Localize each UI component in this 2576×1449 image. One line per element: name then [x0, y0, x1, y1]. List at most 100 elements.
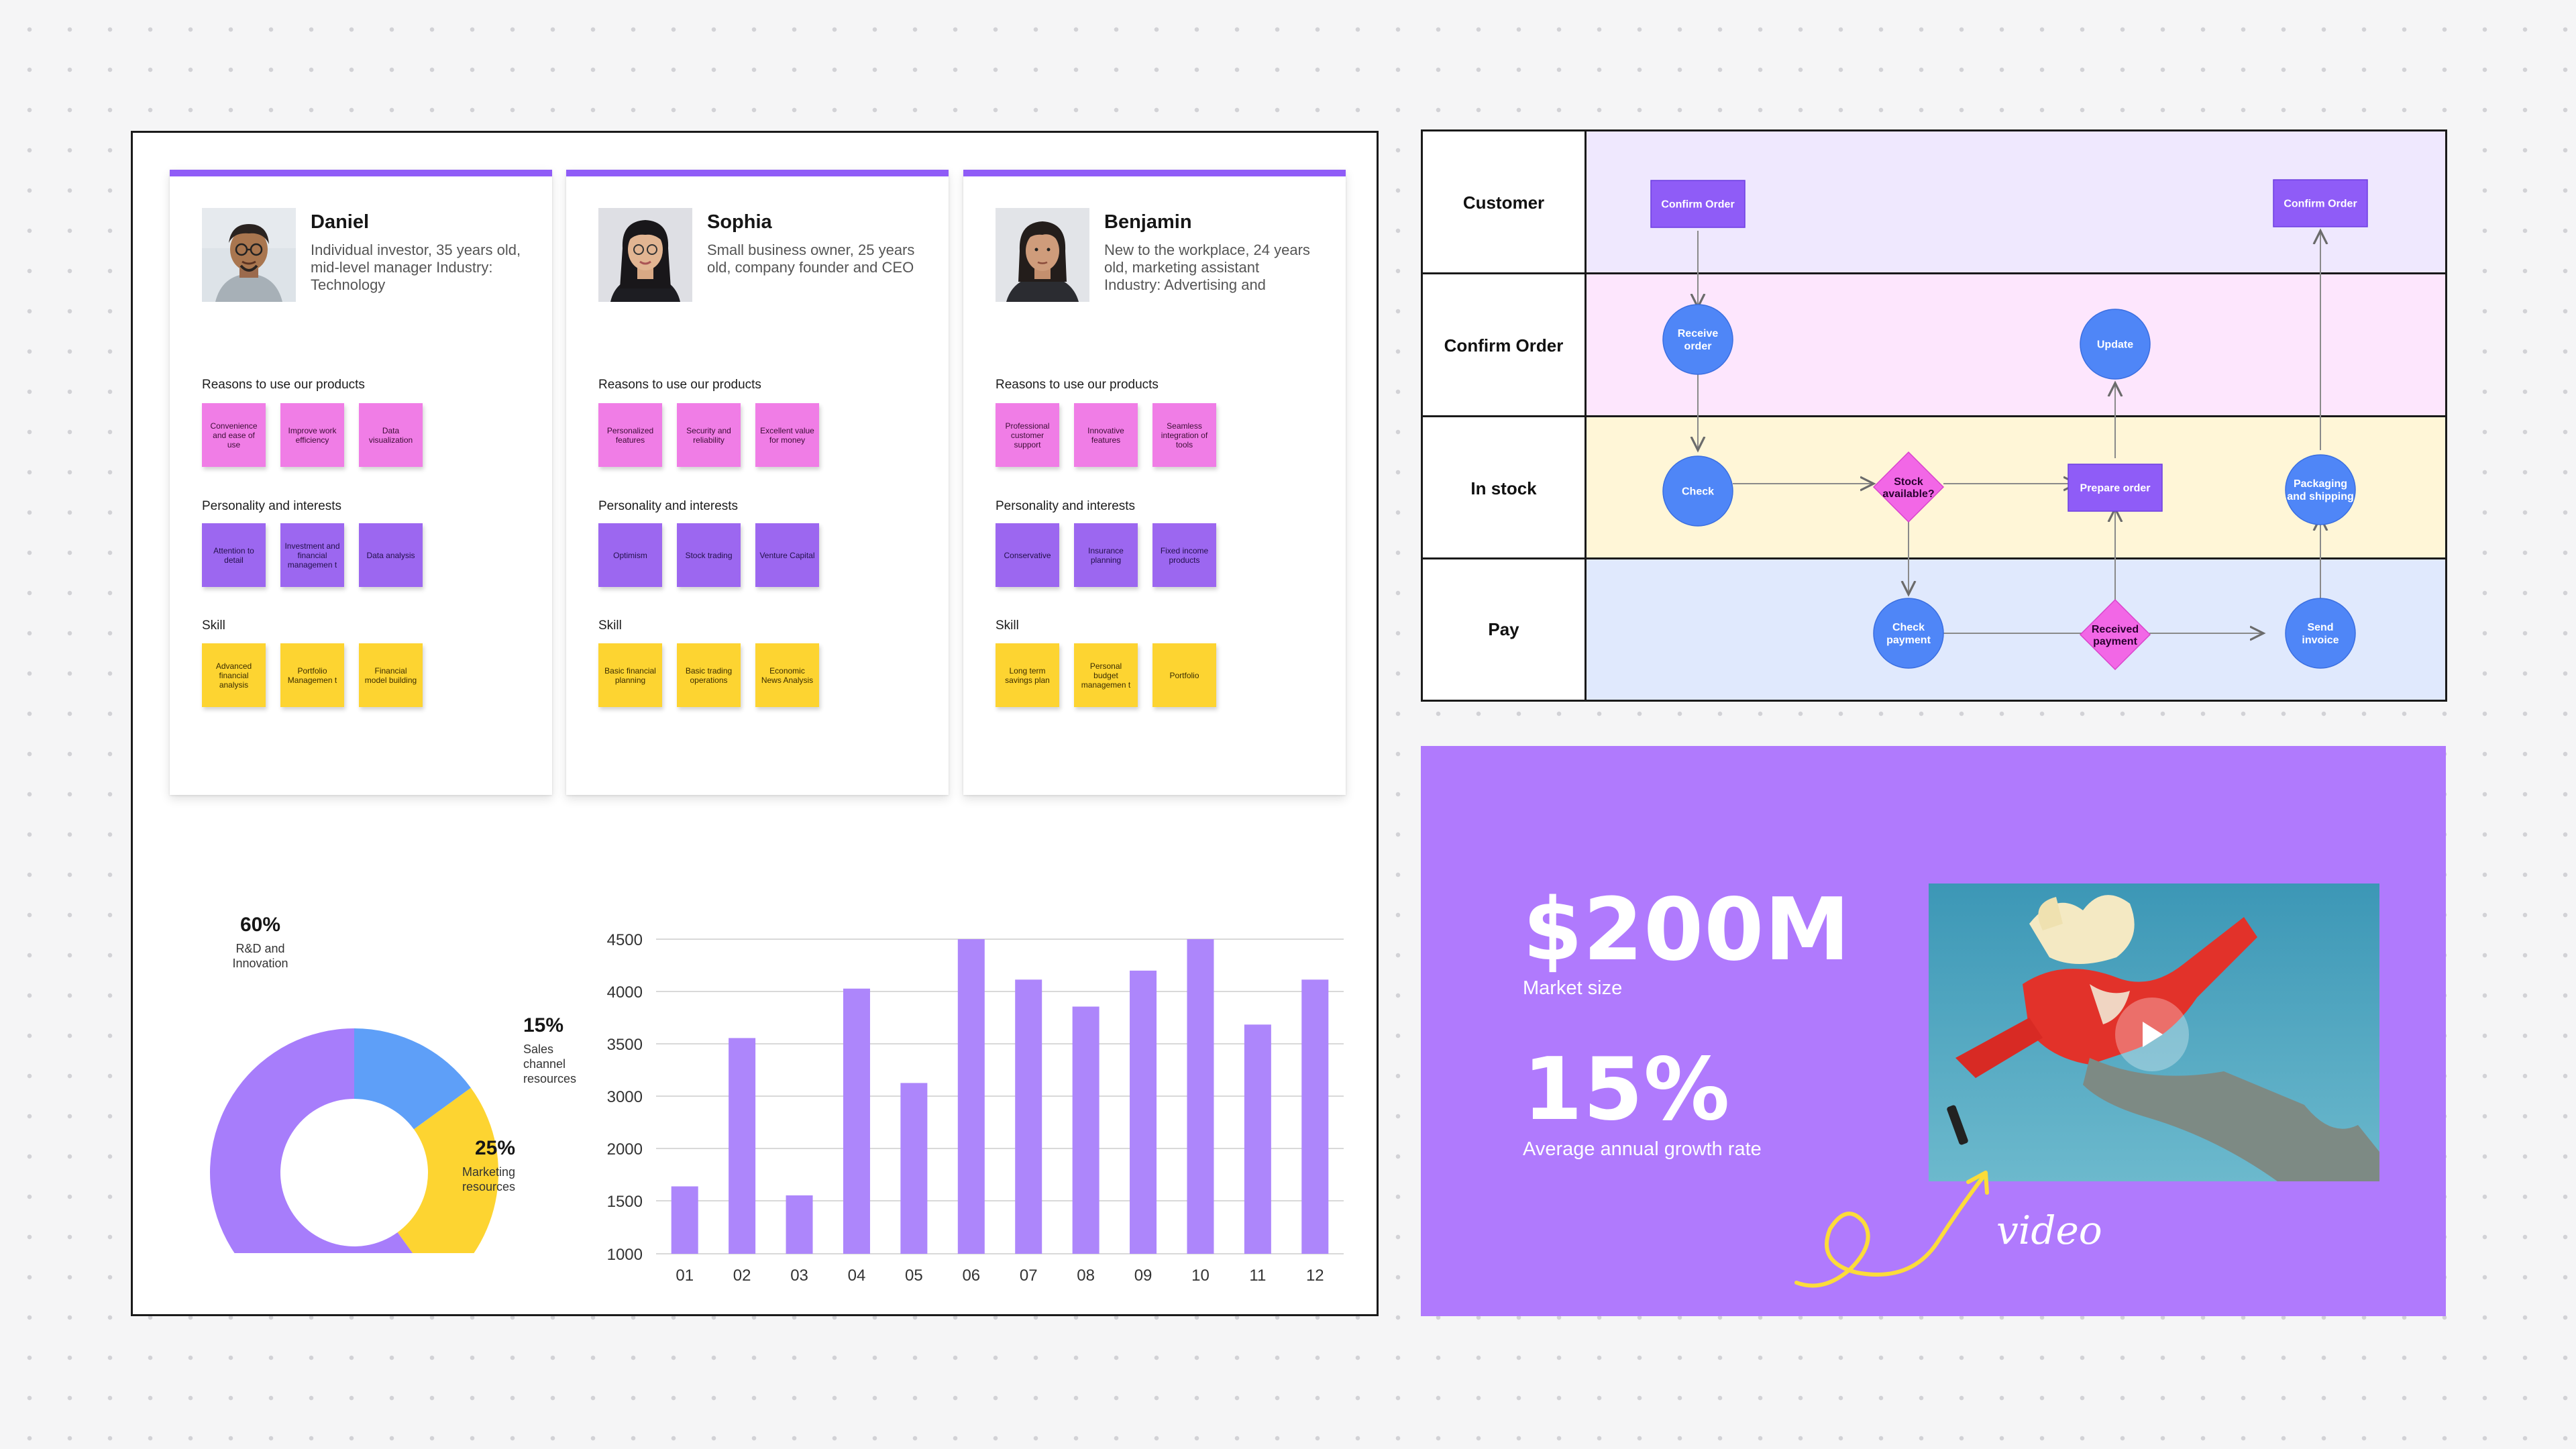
x-tick-label: 01: [676, 1267, 694, 1285]
x-tick-label: 11: [1249, 1267, 1266, 1285]
x-tick-label: 02: [733, 1267, 751, 1285]
send-invoice-node[interactable]: [2285, 598, 2356, 669]
persona-card-benjamin[interactable]: Benjamin New to the workplace, 24 years …: [963, 170, 1346, 795]
sticky-note[interactable]: Advanced financial analysis: [202, 643, 266, 707]
received-payment-node[interactable]: [2079, 598, 2151, 671]
sticky-note[interactable]: Data visualization: [359, 403, 423, 467]
x-tick-label: 06: [962, 1267, 980, 1285]
sticky-note[interactable]: Security and reliability: [677, 403, 741, 467]
skill-heading: Skill: [202, 619, 225, 633]
sticky-note[interactable]: Economic News Analysis: [755, 643, 819, 707]
bar[interactable]: [957, 939, 985, 1254]
check-node[interactable]: [1662, 455, 1733, 527]
donut-slice[interactable]: [397, 1087, 498, 1253]
stock-available-node[interactable]: [1872, 451, 1945, 523]
persona-name: Benjamin: [1104, 211, 1192, 233]
reasons-stickies: Convenience and ease of use Improve work…: [202, 403, 423, 467]
update-node-label: Update: [2097, 339, 2133, 351]
sticky-note[interactable]: Optimism: [598, 523, 662, 587]
reasons-heading: Reasons to use our products: [996, 378, 1159, 392]
monthly-bar-chart: 4500 4000 3500 3000 2000 1500 1000 01 02 03 04 05 06…: [607, 931, 1344, 1285]
donut-category-label: Innovation: [232, 957, 288, 970]
squiggle-arrow-icon: [1794, 1171, 1989, 1288]
sticky-note[interactable]: Portfolio Managemen t: [280, 643, 344, 707]
confirm-order-node[interactable]: [2273, 179, 2368, 227]
lane-label: Confirm Order: [1423, 274, 1587, 417]
y-tick-label: 4000: [607, 983, 643, 1002]
donut-category-label: channel: [523, 1057, 566, 1071]
bar[interactable]: [1244, 1024, 1271, 1254]
donut-slice[interactable]: [354, 1028, 471, 1130]
sticky-note[interactable]: Venture Capital: [755, 523, 819, 587]
sticky-note[interactable]: Innovative features: [1074, 403, 1138, 467]
bar[interactable]: [843, 988, 870, 1254]
sticky-note[interactable]: Portfolio: [1152, 643, 1216, 707]
confirm-order-node-label: Confirm Order: [1661, 199, 1734, 211]
skill-stickies: Long term savings plan Personal budget m…: [996, 643, 1216, 707]
sticky-note[interactable]: Improve work efficiency: [280, 403, 344, 467]
bar[interactable]: [671, 1186, 698, 1254]
sticky-note[interactable]: Excellent value for money: [755, 403, 819, 467]
send-invoice-node-label: Send: [2307, 622, 2333, 633]
packaging-node-label: and shipping: [2287, 491, 2354, 502]
received-payment-node-label: payment: [2093, 636, 2137, 647]
play-icon: [2143, 1022, 2163, 1047]
sticky-note[interactable]: Long term savings plan: [996, 643, 1059, 707]
check-payment-node[interactable]: [1873, 598, 1944, 669]
persona-name: Daniel: [311, 211, 370, 233]
sticky-note[interactable]: Investment and financial managemen t: [280, 523, 344, 587]
bar[interactable]: [786, 1195, 813, 1254]
reasons-heading: Reasons to use our products: [202, 378, 365, 392]
personality-stickies: Attention to detail Investment and finan…: [202, 523, 423, 587]
personality-stickies: Conservative Insurance planning Fixed in…: [996, 523, 1216, 587]
sticky-note[interactable]: Attention to detail: [202, 523, 266, 587]
y-tick-label: 2000: [607, 1140, 643, 1159]
bar[interactable]: [1130, 970, 1157, 1254]
play-button[interactable]: [2115, 998, 2189, 1071]
growth-rate-label: Average annual growth rate: [1523, 1138, 1762, 1160]
market-size-value: $200M: [1523, 880, 1851, 980]
sticky-note[interactable]: Seamless integration of tools: [1152, 403, 1216, 467]
bar[interactable]: [1187, 939, 1214, 1254]
receive-order-node[interactable]: [1662, 304, 1733, 375]
bar[interactable]: [900, 1083, 928, 1254]
sticky-note[interactable]: Personal budget managemen t: [1074, 643, 1138, 707]
donut-slice[interactable]: [210, 1028, 439, 1253]
sticky-note[interactable]: Insurance planning: [1074, 523, 1138, 587]
skill-stickies: Advanced financial analysis Portfolio Ma…: [202, 643, 423, 707]
bar[interactable]: [1015, 979, 1042, 1254]
bar[interactable]: [1072, 1006, 1099, 1254]
x-tick-label: 07: [1020, 1267, 1038, 1285]
reasons-stickies: Personalized features Security and relia…: [598, 403, 819, 467]
persona-card-daniel[interactable]: Daniel Individual investor, 35 years old…: [170, 170, 552, 795]
update-node[interactable]: [2080, 309, 2151, 380]
growth-rate-value: 15%: [1523, 1040, 1731, 1140]
prepare-order-node[interactable]: [2068, 464, 2163, 512]
x-tick-label: 04: [848, 1267, 866, 1285]
sticky-note[interactable]: Financial model building: [359, 643, 423, 707]
y-tick-label: 1500: [607, 1193, 643, 1211]
lane-label: In stock: [1423, 417, 1587, 559]
persona-card-sophia[interactable]: Sophia Small business owner, 25 years ol…: [566, 170, 949, 795]
skill-heading: Skill: [996, 619, 1019, 633]
personality-heading: Personality and interests: [202, 499, 342, 513]
sticky-note[interactable]: Professional customer support: [996, 403, 1059, 467]
sticky-note[interactable]: Fixed income products: [1152, 523, 1216, 587]
x-tick-label: 03: [790, 1267, 808, 1285]
receive-order-node-label: Receive: [1678, 328, 1719, 339]
persona-description: Small business owner, 25 years old, comp…: [707, 241, 915, 276]
bar[interactable]: [729, 1038, 756, 1254]
x-tick-label: 10: [1191, 1267, 1210, 1285]
packaging-node[interactable]: [2285, 454, 2356, 525]
video-thumbnail[interactable]: [1929, 883, 2379, 1181]
flow-connectors: Confirm Order Confirm Order Receive order Up…: [1650, 179, 2368, 671]
sticky-note[interactable]: Basic financial planning: [598, 643, 662, 707]
sticky-note[interactable]: Personalized features: [598, 403, 662, 467]
sticky-note[interactable]: Stock trading: [677, 523, 741, 587]
sticky-note[interactable]: Data analysis: [359, 523, 423, 587]
sticky-note[interactable]: Basic trading operations: [677, 643, 741, 707]
sticky-note[interactable]: Convenience and ease of use: [202, 403, 266, 467]
confirm-order-node[interactable]: [1650, 180, 1746, 228]
sticky-note[interactable]: Conservative: [996, 523, 1059, 587]
bar[interactable]: [1301, 979, 1329, 1254]
